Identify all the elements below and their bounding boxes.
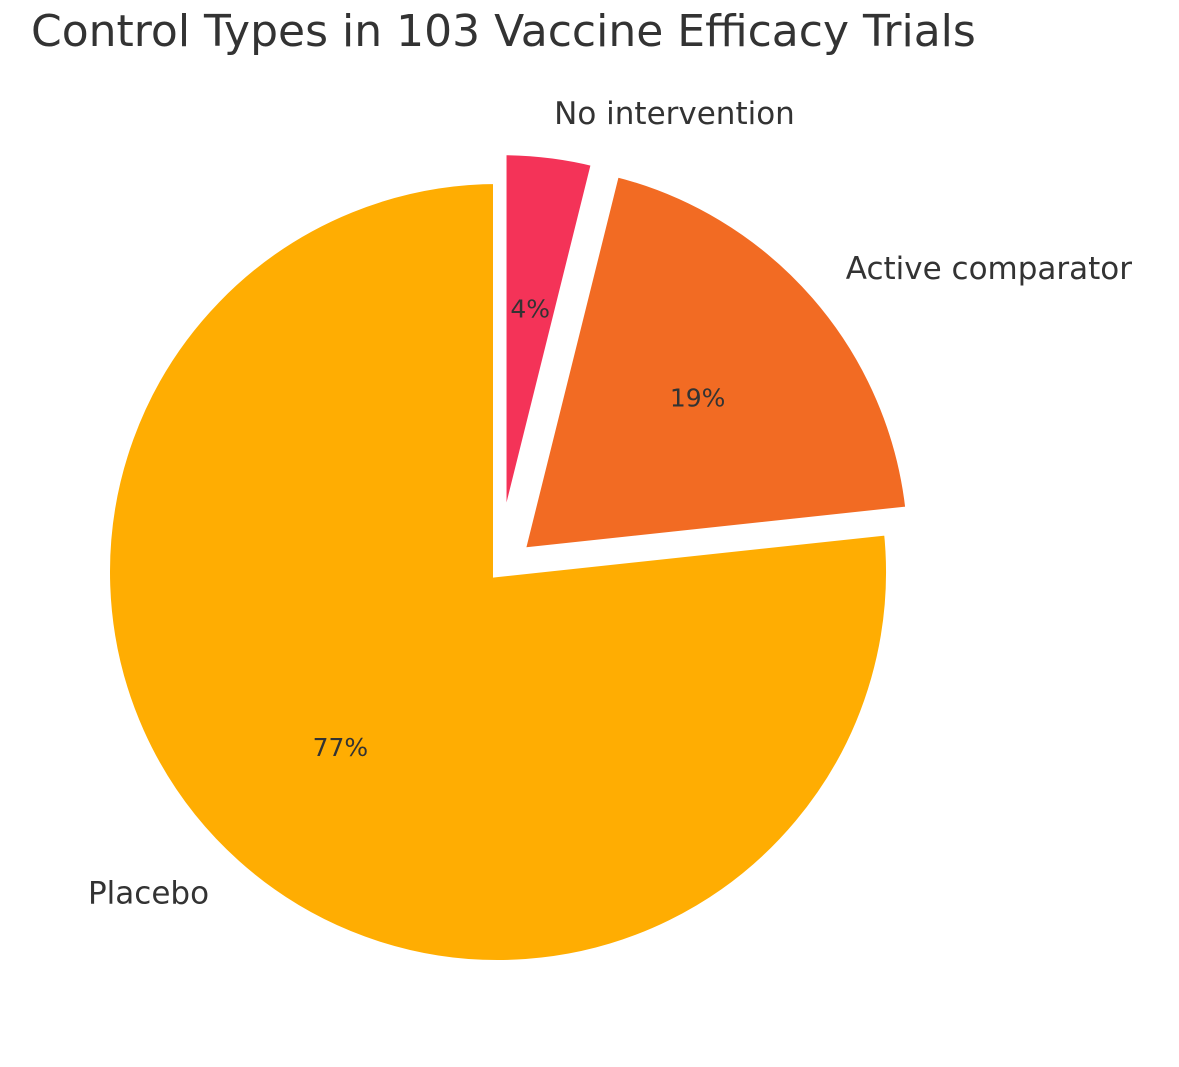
pie-slice-no-intervention [496,145,603,545]
percent-label-active-comparator: 19% [670,384,726,413]
pie-labels: 4% No intervention 19% Active comparator 77%… [88,96,1132,911]
pie-slice-active-comparator [513,165,917,559]
pie-slices [100,145,917,970]
slice-label-active-comparator: Active comparator [846,251,1132,287]
chart-title: Control Types in 103 Vaccine Efficacy Tr… [31,6,976,57]
percent-label-no-intervention: 4% [510,295,550,324]
slice-label-no-intervention: No intervention [554,96,795,132]
pie-slice-placebo [100,173,896,970]
percent-label-placebo: 77% [313,733,369,762]
slice-label-placebo: Placebo [88,876,209,912]
